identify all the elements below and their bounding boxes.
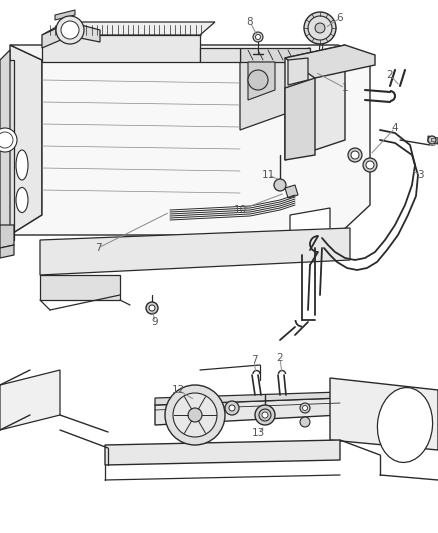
Polygon shape [10,45,370,60]
Text: 2: 2 [387,70,393,80]
Polygon shape [248,62,275,100]
Text: 7: 7 [95,243,101,253]
Circle shape [303,406,307,410]
Circle shape [348,148,362,162]
Circle shape [149,305,155,311]
Polygon shape [240,48,310,130]
Polygon shape [285,45,345,160]
Circle shape [428,136,436,144]
Circle shape [61,21,79,39]
Text: 6: 6 [337,13,343,23]
Polygon shape [42,35,200,62]
Polygon shape [240,48,310,62]
Polygon shape [0,50,10,240]
Circle shape [56,16,84,44]
Circle shape [225,401,239,415]
Ellipse shape [16,150,28,180]
Text: 3: 3 [417,170,423,180]
Circle shape [173,393,217,437]
Polygon shape [40,275,120,300]
Circle shape [315,23,325,33]
Polygon shape [285,185,298,198]
Circle shape [351,151,359,159]
Circle shape [262,412,268,418]
Text: 8: 8 [247,17,253,27]
Circle shape [304,12,336,44]
Polygon shape [42,22,100,48]
Circle shape [146,302,158,314]
Text: 7: 7 [251,355,257,365]
Circle shape [300,403,310,413]
Polygon shape [428,136,438,144]
Ellipse shape [16,188,28,213]
Text: 2: 2 [277,353,283,363]
Polygon shape [290,208,330,250]
Circle shape [0,132,13,148]
Circle shape [366,161,374,169]
Circle shape [229,405,235,411]
Text: 11: 11 [261,170,275,180]
Polygon shape [10,60,370,235]
Polygon shape [200,48,240,62]
Text: 1: 1 [342,83,348,93]
Circle shape [259,409,271,421]
Polygon shape [0,245,14,258]
Text: 13: 13 [251,428,265,438]
Circle shape [188,408,202,422]
Polygon shape [42,22,215,35]
Text: 9: 9 [152,317,158,327]
Polygon shape [0,225,14,248]
Polygon shape [155,398,340,425]
Polygon shape [10,45,42,235]
Text: 5: 5 [430,138,436,148]
Polygon shape [40,228,350,275]
Polygon shape [330,378,438,450]
Polygon shape [155,392,340,405]
Circle shape [0,128,17,152]
Polygon shape [285,78,315,160]
Polygon shape [285,45,375,78]
Polygon shape [0,370,60,430]
Circle shape [308,16,332,40]
Circle shape [274,179,286,191]
Polygon shape [55,10,75,20]
Polygon shape [288,58,308,85]
Circle shape [255,405,275,425]
Text: 4: 4 [392,123,398,133]
Circle shape [255,35,261,39]
Ellipse shape [378,387,433,463]
Polygon shape [105,440,340,465]
Circle shape [248,70,268,90]
Text: 12: 12 [171,385,185,395]
Circle shape [363,158,377,172]
Circle shape [253,32,263,42]
Circle shape [300,417,310,427]
Polygon shape [0,60,14,240]
Circle shape [165,385,225,445]
Text: 10: 10 [233,205,247,215]
